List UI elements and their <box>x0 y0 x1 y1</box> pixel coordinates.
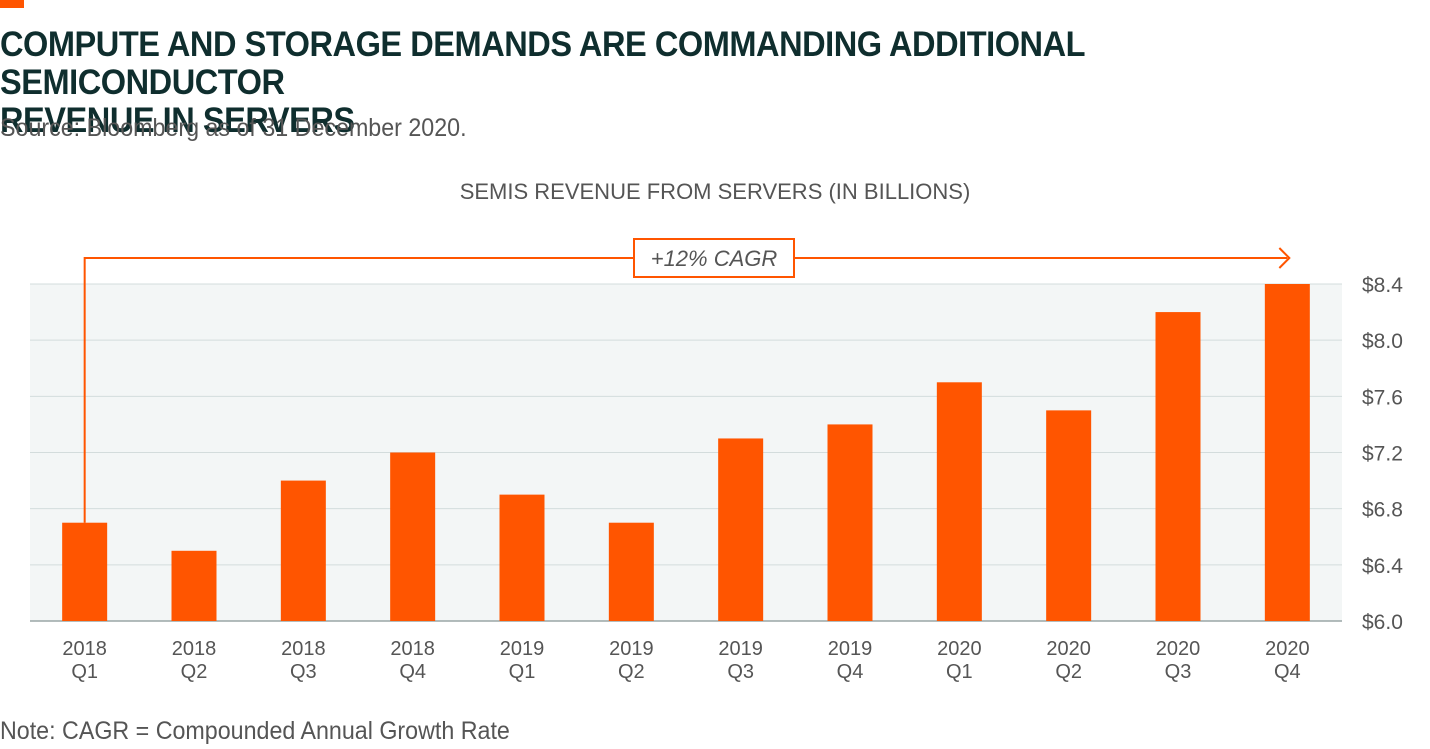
page-title-line-1: COMPUTE AND STORAGE DEMANDS ARE COMMANDI… <box>0 25 1085 102</box>
x-tick-label-year: 2020 <box>1156 638 1201 660</box>
axes: $6.0$6.4$6.8$7.2$7.6$8.0$8.42018Q12018Q2… <box>62 274 1403 683</box>
y-tick-label: $7.2 <box>1362 443 1403 466</box>
bar <box>1046 410 1092 621</box>
bar <box>608 522 654 621</box>
y-tick-label: $7.6 <box>1362 386 1403 409</box>
bars <box>62 284 1310 621</box>
cagr-arrowhead <box>1278 247 1291 269</box>
y-tick-label: $8.0 <box>1362 330 1403 353</box>
x-tick-label-quarter: Q4 <box>837 661 864 683</box>
x-tick-label-quarter: Q2 <box>181 661 208 683</box>
source-text: Source: Bloomberg as of 31 December 2020… <box>0 114 467 142</box>
gridlines <box>30 283 1342 622</box>
x-tick-label-year: 2020 <box>1265 638 1310 660</box>
bar <box>936 382 982 621</box>
x-tick-label-year: 2019 <box>500 638 545 660</box>
y-tick-label: $8.4 <box>1362 274 1403 297</box>
cagr-label-box <box>633 238 795 278</box>
page-title-line-2: REVENUE IN SERVERS <box>0 101 355 140</box>
x-tick-label-quarter: Q1 <box>509 661 536 683</box>
x-tick-label-quarter: Q4 <box>1274 661 1301 683</box>
cagr-line <box>83 257 1288 523</box>
bar <box>827 424 873 621</box>
bar <box>62 522 108 621</box>
bar <box>499 494 545 621</box>
x-tick-label-quarter: Q3 <box>1165 661 1192 683</box>
y-tick-label: $6.0 <box>1362 611 1403 634</box>
x-tick-label-year: 2018 <box>281 638 326 660</box>
y-tick-label: $6.4 <box>1362 555 1403 578</box>
x-tick-label-year: 2019 <box>828 638 873 660</box>
bar <box>718 438 764 621</box>
x-tick-label-quarter: Q1 <box>71 661 98 683</box>
accent-bar <box>0 0 24 8</box>
x-tick-label-quarter: Q2 <box>1055 661 1082 683</box>
x-tick-label-quarter: Q3 <box>727 661 754 683</box>
x-tick-label-quarter: Q2 <box>618 661 645 683</box>
x-tick-label-quarter: Q4 <box>399 661 426 683</box>
chart-title: SEMIS REVENUE FROM SERVERS (IN BILLIONS) <box>460 179 971 204</box>
x-tick-label-year: 2018 <box>172 638 217 660</box>
x-tick-label-quarter: Q3 <box>290 661 317 683</box>
bar <box>1264 284 1310 621</box>
page-title: COMPUTE AND STORAGE DEMANDS ARE COMMANDI… <box>0 26 1321 140</box>
y-tick-label: $6.8 <box>1362 499 1403 522</box>
x-tick-label-year: 2019 <box>609 638 654 660</box>
footnote: Note: CAGR = Compounded Annual Growth Ra… <box>0 717 510 745</box>
bar <box>390 452 436 621</box>
cagr-label: +12% CAGR <box>651 246 778 271</box>
bar <box>280 480 326 621</box>
x-tick-label-quarter: Q1 <box>946 661 973 683</box>
bar <box>1155 312 1201 621</box>
x-tick-label-year: 2018 <box>390 638 435 660</box>
bar <box>171 550 217 621</box>
x-tick-label-year: 2018 <box>62 638 107 660</box>
cagr-annotation: +12% CAGR <box>83 238 1291 523</box>
x-tick-label-year: 2020 <box>1046 638 1091 660</box>
x-tick-label-year: 2019 <box>718 638 763 660</box>
x-tick-label-year: 2020 <box>937 638 982 660</box>
